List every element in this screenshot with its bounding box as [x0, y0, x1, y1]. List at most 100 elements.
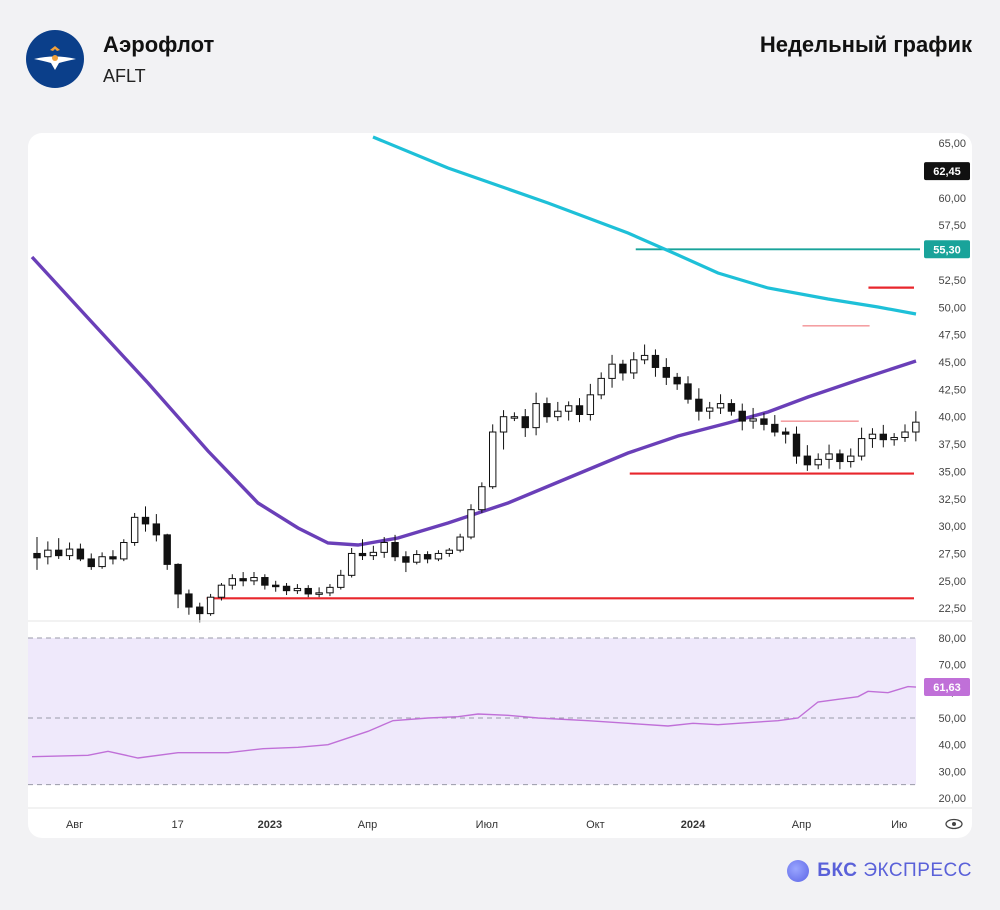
candle-body-19	[239, 578, 247, 582]
level-label: 55,30	[933, 244, 961, 256]
candle-body-26	[315, 592, 323, 595]
candle-body-31	[369, 551, 378, 557]
candle-body-53	[608, 363, 616, 379]
rsi-tick-0: 80,00	[938, 633, 966, 645]
candle-body-21	[261, 577, 269, 586]
candle-body-76	[857, 438, 866, 457]
candle-body-5	[87, 558, 95, 568]
rsi-tick-5: 30,00	[938, 766, 966, 778]
candle-body-6	[98, 556, 106, 568]
level-badge	[924, 240, 970, 259]
rsi-tick-6: 20,00	[938, 793, 966, 805]
candle-body-44	[510, 416, 519, 419]
x-tick-0: Авг	[66, 819, 83, 831]
candle-body-39	[456, 536, 464, 551]
brand-name-bold: БКС	[817, 860, 858, 881]
candle-body-33	[391, 542, 399, 558]
ticker-symbol: AFLT	[103, 66, 146, 86]
y-tick-10: 47,50	[938, 330, 966, 342]
rsi-tick-4: 40,00	[938, 740, 966, 752]
y-tick-1: 25,00	[938, 576, 966, 588]
x-tick-7: Апр	[792, 819, 811, 831]
candle-body-13	[174, 563, 182, 595]
candle-body-35	[413, 554, 421, 563]
candle-body-71	[803, 455, 812, 466]
candle-body-3	[65, 548, 74, 557]
candle-body-47	[543, 403, 551, 418]
last-price-badge	[924, 162, 970, 181]
y-tick-17: 65,00	[938, 138, 966, 150]
candle-body-15	[196, 606, 204, 615]
candle-body-78	[879, 433, 887, 441]
ma-long-line	[372, 135, 917, 316]
candle-body-51	[586, 394, 595, 416]
candle-body-25	[304, 587, 312, 595]
candle-body-29	[347, 552, 356, 576]
y-tick-6: 37,50	[938, 439, 966, 451]
candle-body-17	[217, 584, 226, 598]
candle-body-55	[630, 359, 638, 374]
candle-body-49	[564, 405, 573, 412]
candle-body-57	[651, 354, 660, 368]
candle-body-50	[575, 405, 584, 416]
candle-body-45	[521, 416, 529, 429]
candle-body-22	[272, 584, 280, 588]
candle-body-37	[434, 552, 443, 560]
candle-body-41	[478, 486, 486, 511]
candle-body-18	[228, 578, 237, 586]
candle-body-80	[901, 431, 909, 438]
candle-body-4	[76, 548, 85, 560]
y-tick-15: 60,00	[938, 193, 966, 205]
candle-body-12	[163, 534, 171, 565]
x-tick-5: Окт	[586, 819, 605, 831]
candle-body-74	[836, 453, 844, 463]
candle-body-63	[716, 403, 725, 409]
rsi-band	[28, 638, 916, 785]
candle-body-43	[499, 416, 508, 433]
candle-body-60	[684, 383, 692, 400]
y-tick-11: 50,00	[938, 302, 966, 314]
candle-body-0	[33, 552, 41, 559]
y-tick-8: 42,50	[938, 384, 966, 396]
x-tick-1: 17	[172, 819, 184, 831]
candle-body-36	[423, 554, 432, 560]
ma-short-line	[30, 255, 917, 547]
aeroflot-logo	[26, 30, 84, 88]
y-tick-3: 30,00	[938, 521, 966, 533]
candle-body-61	[695, 398, 703, 412]
candle-body-32	[380, 542, 388, 553]
company-name: Аэрофлот	[103, 32, 215, 57]
candle-body-10	[141, 516, 150, 525]
candle-body-30	[358, 552, 367, 557]
candle-body-69	[781, 431, 790, 435]
y-tick-5: 35,00	[938, 466, 966, 478]
brand-name-rest: ЭКСПРЕСС	[863, 860, 972, 881]
rsi-line	[31, 685, 917, 759]
candle-body-81	[912, 421, 920, 433]
candle-body-48	[554, 410, 562, 418]
x-tick-6: 2024	[681, 819, 706, 831]
x-tick-3: Апр	[358, 819, 377, 831]
candle-body-38	[445, 549, 454, 554]
y-tick-0: 22,50	[938, 603, 966, 615]
candle-body-7	[109, 556, 117, 560]
chart-card: 22,50 25,00 27,50 30,00 32,50 35,00 37,50 40,00…	[28, 133, 972, 838]
candle-body-64	[727, 403, 736, 412]
x-tick-8: Ию	[891, 819, 907, 831]
candle-body-11	[152, 523, 161, 536]
candle-body-52	[597, 377, 605, 396]
bks-logo-icon	[787, 860, 810, 882]
price-chart[interactable]: 22,50 25,00 27,50 30,00 32,50 35,00 37,50 40,00…	[28, 133, 972, 838]
candle-body-62	[706, 407, 714, 412]
candle-body-23	[282, 585, 291, 592]
candle-body-79	[890, 436, 898, 441]
candle-body-58	[662, 366, 670, 378]
visibility-eye-icon[interactable]	[945, 818, 963, 830]
x-tick-2: 2023	[258, 819, 282, 831]
candle-body-66	[749, 418, 757, 422]
candle-body-68	[771, 423, 779, 433]
aeroflot-emblem-icon	[27, 31, 83, 87]
candle-body-56	[640, 354, 649, 361]
rsi-value-badge	[924, 677, 970, 696]
candle-body-65	[738, 410, 746, 422]
